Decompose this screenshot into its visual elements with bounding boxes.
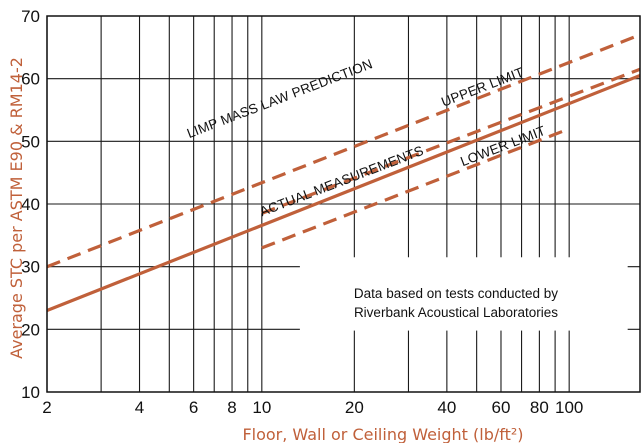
x-tick-label: 10 bbox=[252, 398, 271, 417]
y-axis-title: Average STC per ASTM E90 & RM14-2 bbox=[7, 57, 26, 359]
plot-frame bbox=[46, 15, 641, 393]
y-tick-label: 30 bbox=[21, 258, 40, 277]
series-lines bbox=[46, 33, 641, 312]
y-tick-label: 60 bbox=[21, 70, 40, 89]
x-tick-label: 20 bbox=[345, 398, 364, 417]
y-tick-label: 40 bbox=[21, 195, 40, 214]
series-line bbox=[261, 67, 641, 215]
x-tick-label: 60 bbox=[492, 398, 511, 417]
note-line-1: Data based on tests conducted by bbox=[354, 286, 558, 301]
x-tick-label: 2 bbox=[42, 398, 51, 417]
x-axis-title: Floor, Wall or Ceiling Weight (lb/ft²) bbox=[242, 425, 523, 443]
y-tick-label: 20 bbox=[21, 320, 40, 339]
series-line bbox=[46, 33, 641, 269]
x-tick-label: 100 bbox=[555, 398, 583, 417]
x-tick-label: 6 bbox=[189, 398, 198, 417]
tick-labels: 2 4 6 8 10 20 40 60 80 100 10 20 30 40 50 60 70 bbox=[21, 7, 583, 417]
x-tick-label: 4 bbox=[135, 398, 144, 417]
series-line bbox=[261, 127, 570, 250]
x-tick-label: 8 bbox=[227, 398, 236, 417]
note-line-2: Riverbank Acoustical Laboratories bbox=[354, 305, 558, 320]
y-tick-label: 70 bbox=[21, 7, 40, 26]
series-line bbox=[46, 74, 641, 312]
y-tick-label: 50 bbox=[21, 132, 40, 151]
note-box bbox=[299, 257, 628, 331]
y-tick-label: 10 bbox=[21, 383, 40, 402]
x-tick-label: 80 bbox=[530, 398, 549, 417]
x-tick-label: 40 bbox=[437, 398, 456, 417]
